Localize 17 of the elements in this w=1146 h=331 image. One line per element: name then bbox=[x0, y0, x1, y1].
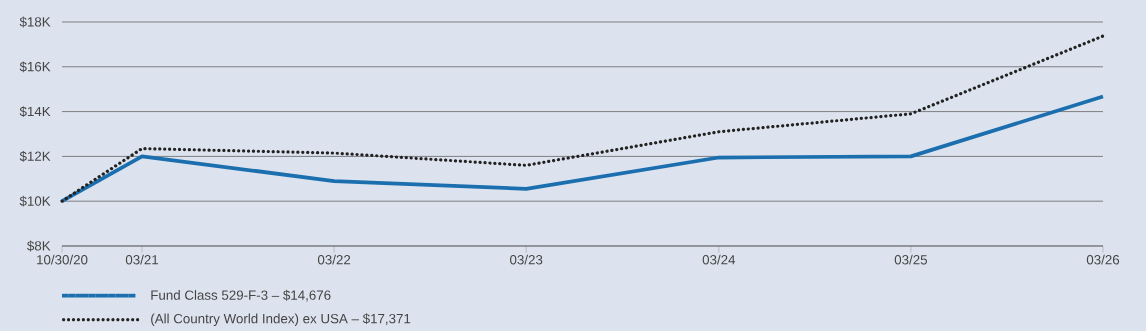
y-tick-label: $18K bbox=[19, 16, 51, 28]
y-tick-label: $14K bbox=[19, 106, 51, 117]
y-tick-label: $10K bbox=[19, 195, 51, 207]
y-tick-label: $8K bbox=[27, 240, 51, 252]
x-tick-label: 03/22 bbox=[317, 254, 351, 265]
x-tick-label: 03/25 bbox=[894, 254, 928, 265]
x-tick-label: 03/21 bbox=[125, 254, 159, 265]
legend-label: (All Country World Index) ex USA – $17,371 bbox=[151, 313, 411, 326]
x-tick-label: 03/23 bbox=[510, 254, 543, 265]
x-tick-label: 03/24 bbox=[702, 254, 736, 265]
x-tick-label: 03/26 bbox=[1086, 254, 1120, 265]
line-series bbox=[60, 34, 1105, 203]
y-tick-label: $12K bbox=[19, 150, 51, 162]
x-tick-label: 10/30/20 bbox=[37, 254, 88, 265]
y-tick-label: $16K bbox=[19, 61, 51, 73]
legend-label: Fund Class 529-F-3 – $14,676 bbox=[151, 289, 331, 302]
line-series bbox=[60, 94, 1105, 204]
